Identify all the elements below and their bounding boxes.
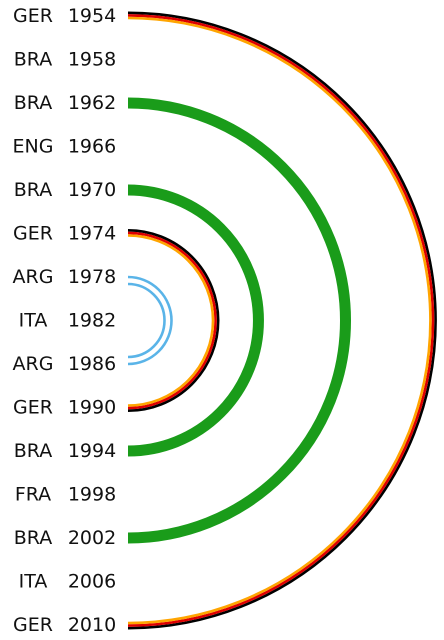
year-label: 1958 <box>68 49 116 71</box>
arc-bra-1962-2002 <box>127 97 351 544</box>
arc-band <box>127 231 217 410</box>
year-label: 2010 <box>68 614 116 636</box>
team-label: FRA <box>15 484 51 506</box>
arc-ger-1954-2010 <box>127 11 437 630</box>
year-label: 1990 <box>68 397 116 419</box>
team-label: BRA <box>14 92 52 114</box>
team-label: BRA <box>14 179 52 201</box>
year-label: 1982 <box>68 310 116 332</box>
arc-band <box>127 275 173 366</box>
team-label: ITA <box>19 310 48 332</box>
year-labels: GER 1954 BRA 1958 BRA 1962 ENG 1966 BRA 1970 GER 19… <box>13 5 117 636</box>
team-label: GER <box>13 614 53 636</box>
arc-band <box>127 16 432 625</box>
team-label: GER <box>13 5 53 27</box>
year-label: 1998 <box>68 484 116 506</box>
arc-band <box>127 282 166 359</box>
year-label: 1978 <box>68 266 116 288</box>
arc-band <box>127 97 351 544</box>
year-label: 1962 <box>68 92 116 114</box>
team-label: ARG <box>13 353 54 375</box>
year-label: 1986 <box>68 353 116 375</box>
team-label: ARG <box>13 266 54 288</box>
year-label: 2006 <box>68 571 116 593</box>
team-label: BRA <box>14 527 52 549</box>
year-label: 1994 <box>68 440 116 462</box>
team-label: ITA <box>19 571 48 593</box>
year-label: 1954 <box>68 5 116 27</box>
year-label: 1974 <box>68 223 116 245</box>
year-label: 1970 <box>68 179 116 201</box>
team-label: BRA <box>14 440 52 462</box>
year-label: 1966 <box>68 136 116 158</box>
arc-band <box>127 14 435 627</box>
repeat-winner-arcs <box>127 11 437 630</box>
team-label: BRA <box>14 49 52 71</box>
team-label: GER <box>13 223 53 245</box>
arc-band <box>127 11 437 630</box>
arc-arg-1978-1986 <box>127 275 173 366</box>
arc-band <box>127 234 215 407</box>
arc-ger-1974-1990 <box>127 229 220 412</box>
arc-band <box>127 184 264 457</box>
arc-band <box>127 229 220 412</box>
arc-bra-1970-1994 <box>127 184 264 457</box>
team-label: GER <box>13 397 53 419</box>
year-label: 2002 <box>68 527 116 549</box>
team-label: ENG <box>13 136 54 158</box>
